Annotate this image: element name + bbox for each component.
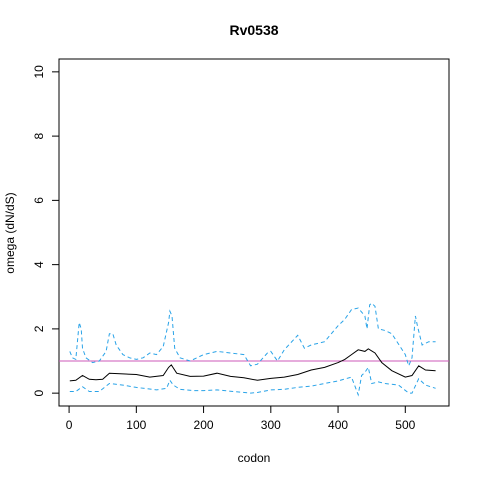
x-tick-label: 300	[261, 418, 281, 432]
omega-lower-bound-line	[69, 366, 436, 397]
omega-mean-line	[69, 348, 436, 382]
x-axis-label: codon	[238, 451, 271, 465]
x-tick-label: 500	[395, 418, 415, 432]
x-tick-label: 100	[126, 418, 146, 432]
y-axis-label: omega (dN/dS)	[3, 192, 17, 273]
plot-frame	[58, 58, 450, 407]
y-tick-label: 4	[32, 261, 46, 268]
x-tick-label: 400	[328, 418, 348, 432]
y-tick-label: 6	[32, 197, 46, 204]
y-tick-label: 8	[32, 132, 46, 139]
chart-title: Rv0538	[229, 22, 278, 38]
y-tick-label: 2	[32, 325, 46, 332]
x-tick-label: 0	[66, 418, 73, 432]
x-tick-label: 200	[194, 418, 214, 432]
omega-upper-bound-line	[69, 302, 436, 368]
y-tick-label: 0	[32, 389, 46, 396]
y-tick-label: 10	[32, 65, 46, 79]
